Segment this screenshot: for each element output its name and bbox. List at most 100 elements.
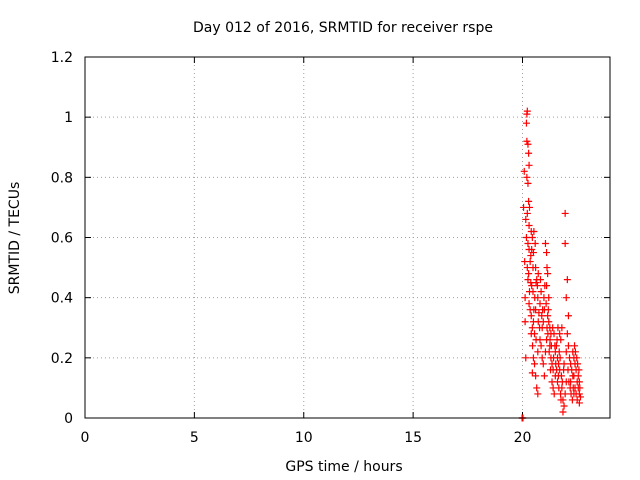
data-point (543, 264, 551, 272)
data-point (564, 366, 572, 374)
data-point (532, 372, 540, 380)
data-point (530, 306, 538, 314)
data-point (568, 396, 576, 404)
x-tick-label: 20 (514, 430, 532, 446)
data-point (527, 330, 535, 338)
x-tick-label: 15 (404, 430, 422, 446)
data-point (564, 312, 572, 320)
data-point (557, 396, 565, 404)
data-point (570, 390, 578, 398)
data-point (540, 372, 548, 380)
data-point (539, 306, 547, 314)
data-point (550, 390, 558, 398)
data-point (522, 119, 530, 127)
data-point (559, 408, 567, 416)
data-point (524, 240, 532, 248)
data-point (547, 342, 555, 350)
data-point (544, 270, 552, 278)
data-point (522, 215, 530, 223)
data-point (550, 354, 558, 362)
data-point (532, 279, 540, 287)
y-tick-label: 0.4 (51, 291, 73, 307)
data-point (554, 372, 562, 380)
data-point (531, 360, 539, 368)
data-point (528, 246, 536, 254)
data-point (576, 393, 584, 401)
data-point (571, 348, 579, 356)
data-point (528, 234, 536, 241)
data-point (525, 270, 533, 278)
y-tick-label: 0.8 (51, 170, 73, 186)
data-point (563, 330, 571, 338)
data-point (534, 348, 542, 356)
data-point (525, 221, 533, 229)
plot-frame (84, 56, 611, 419)
data-point (521, 318, 529, 326)
data-point (542, 300, 550, 308)
data-point (562, 348, 570, 356)
data-point (528, 324, 536, 332)
data-point (527, 312, 535, 320)
data-points (518, 107, 584, 422)
data-point (575, 378, 583, 386)
data-point (538, 312, 546, 320)
data-point (536, 336, 544, 344)
data-point (541, 282, 549, 290)
y-tick-label: 0.6 (51, 231, 73, 247)
axis-ticks: 0 5 10 15 20 0 0.2 0.4 0.6 0.8 1 1.2 (51, 50, 610, 446)
data-point (533, 282, 541, 290)
data-point (531, 294, 539, 302)
data-point (529, 264, 537, 272)
data-point (528, 369, 536, 377)
data-point (569, 384, 577, 392)
data-point (536, 324, 544, 332)
data-point (523, 173, 531, 181)
data-point (540, 294, 548, 302)
data-point (571, 342, 579, 350)
data-point (531, 240, 539, 248)
data-point (520, 167, 528, 175)
data-point (556, 354, 564, 362)
data-point (547, 366, 554, 374)
data-point (545, 348, 553, 356)
data-point (527, 252, 535, 260)
data-point (529, 354, 537, 362)
data-point (533, 384, 541, 392)
data-point (544, 312, 552, 320)
data-point (524, 179, 532, 187)
data-point (534, 318, 542, 326)
data-point (550, 330, 558, 338)
data-point (538, 354, 546, 362)
data-point (521, 294, 529, 302)
data-point (574, 372, 582, 380)
y-tick-label: 1.2 (51, 50, 73, 66)
data-point (549, 324, 557, 332)
data-point (523, 137, 531, 145)
data-point (534, 270, 542, 278)
data-point (536, 276, 544, 284)
data-point (523, 209, 531, 217)
data-point (560, 402, 568, 410)
data-point (575, 366, 583, 374)
chart-title: Day 012 of 2016, SRMTID for receiver rsp… (193, 20, 493, 36)
data-point (537, 288, 545, 296)
data-point (563, 276, 571, 284)
x-tick-label: 5 (190, 430, 199, 446)
data-point (523, 107, 531, 115)
data-point (526, 203, 533, 211)
data-point (536, 300, 544, 308)
data-point (555, 384, 563, 392)
data-point (526, 288, 533, 296)
data-point (573, 354, 581, 362)
data-point (552, 360, 560, 368)
data-point (525, 300, 533, 308)
data-point (525, 197, 533, 205)
data-point (543, 249, 551, 257)
data-point (544, 330, 552, 338)
data-point (524, 276, 532, 284)
data-point (558, 378, 566, 386)
data-point (524, 140, 532, 148)
y-tick-label: 0.2 (51, 351, 73, 367)
x-tick-label: 0 (81, 430, 90, 446)
data-point (564, 342, 572, 350)
